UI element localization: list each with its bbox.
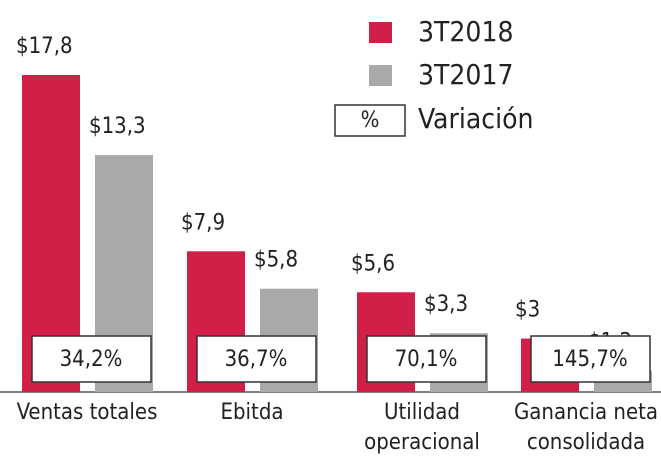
legend-variation-symbol: %: [361, 108, 380, 133]
category-label: Ebitda: [220, 400, 284, 425]
variation-label: 145,7%: [552, 347, 627, 372]
value-label: $13,3: [89, 114, 146, 139]
variation-label: 70,1%: [395, 347, 458, 372]
legend-label: 3T2018: [418, 15, 514, 48]
value-label: $5,6: [351, 251, 395, 276]
legend-swatch: [369, 65, 392, 86]
category-label: Ventas totales: [16, 400, 158, 425]
legend-variation-box: [334, 104, 406, 137]
legend-swatch: [369, 22, 392, 43]
legend-label: 3T2017: [418, 58, 514, 91]
value-label: $5,8: [254, 248, 298, 273]
value-label: $17,8: [16, 34, 73, 59]
category-label: Ganancia neta consolidada: [513, 400, 659, 455]
variation-label: 34,2%: [60, 347, 123, 372]
value-label: $7,9: [181, 210, 225, 235]
variation-box: [31, 335, 152, 383]
value-label: $3: [515, 298, 540, 323]
variation-label: 36,7%: [225, 347, 288, 372]
legend-variation-label: Variación: [418, 102, 534, 135]
variation-box: [530, 335, 651, 383]
category-label: Utilidad operacional: [364, 400, 480, 455]
variation-box: [366, 335, 487, 383]
variation-box: [196, 335, 317, 383]
value-label: $3,3: [424, 292, 468, 317]
